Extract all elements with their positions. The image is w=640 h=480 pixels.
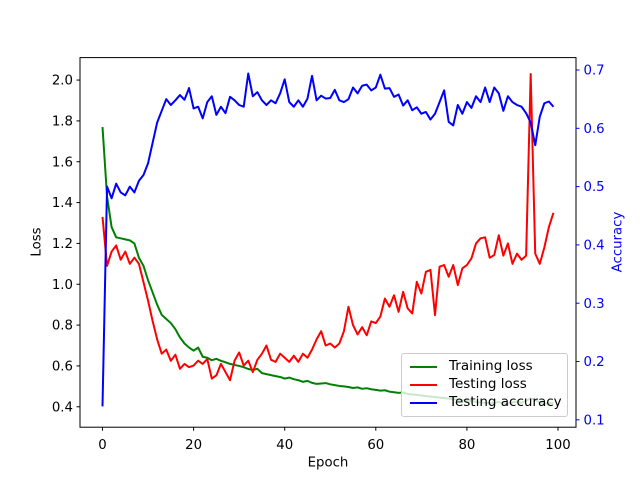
y-axis-label-accuracy: Accuracy: [610, 211, 626, 273]
legend-swatch-testing-loss: [410, 384, 437, 386]
legend-label-testing-loss: Testing loss: [449, 376, 527, 393]
y-tick-label-right: 0.3: [584, 297, 605, 312]
y-tick-label-left: 0.4: [52, 400, 73, 415]
y-tick-label-left: 1.4: [52, 196, 73, 211]
y-tick-label-left: 1.2: [52, 237, 73, 252]
x-tick-label: 20: [185, 438, 202, 453]
x-tick-label: 60: [367, 438, 384, 453]
x-tick-label: 40: [276, 438, 293, 453]
legend-label-testing-accuracy: Testing accuracy: [449, 394, 562, 411]
y-tick-label-left: 2.0: [52, 74, 73, 89]
y-tick-label-right: 0.4: [584, 239, 605, 254]
y-axis-label-loss: Loss: [29, 227, 45, 257]
x-tick-label: 100: [545, 438, 570, 453]
x-axis-label-epoch: Epoch: [307, 455, 349, 471]
plot-border: [79, 57, 577, 428]
series-line-testing-loss: [101, 72, 555, 382]
y-tick-label-right: 0.6: [584, 122, 605, 137]
y-tick-label-right: 0.7: [584, 64, 605, 79]
legend: Training loss Testing loss Testing accur…: [401, 353, 568, 417]
y-tick-label-right: 0.2: [584, 355, 605, 370]
y-tick-label-left: 1.8: [52, 115, 73, 130]
y-tick-label-left: 1.6: [52, 155, 73, 170]
legend-swatch-training-loss: [410, 366, 437, 368]
legend-item-training-loss: Training loss: [402, 358, 567, 376]
y-tick-label-right: 0.1: [584, 413, 605, 428]
y-tick-label-left: 0.6: [52, 360, 73, 375]
legend-item-testing-loss: Testing loss: [402, 376, 567, 394]
legend-item-testing-accuracy: Testing accuracy: [402, 394, 567, 412]
series-line-testing-accuracy: [101, 72, 555, 407]
y-tick-label-right: 0.5: [584, 180, 605, 195]
y-tick-label-left: 1.0: [52, 278, 73, 293]
legend-label-training-loss: Training loss: [449, 358, 533, 375]
y-tick-label-left: 0.8: [52, 319, 73, 334]
legend-swatch-testing-accuracy: [410, 402, 437, 404]
x-tick-label: 80: [458, 438, 475, 453]
x-tick-label: 0: [98, 438, 106, 453]
